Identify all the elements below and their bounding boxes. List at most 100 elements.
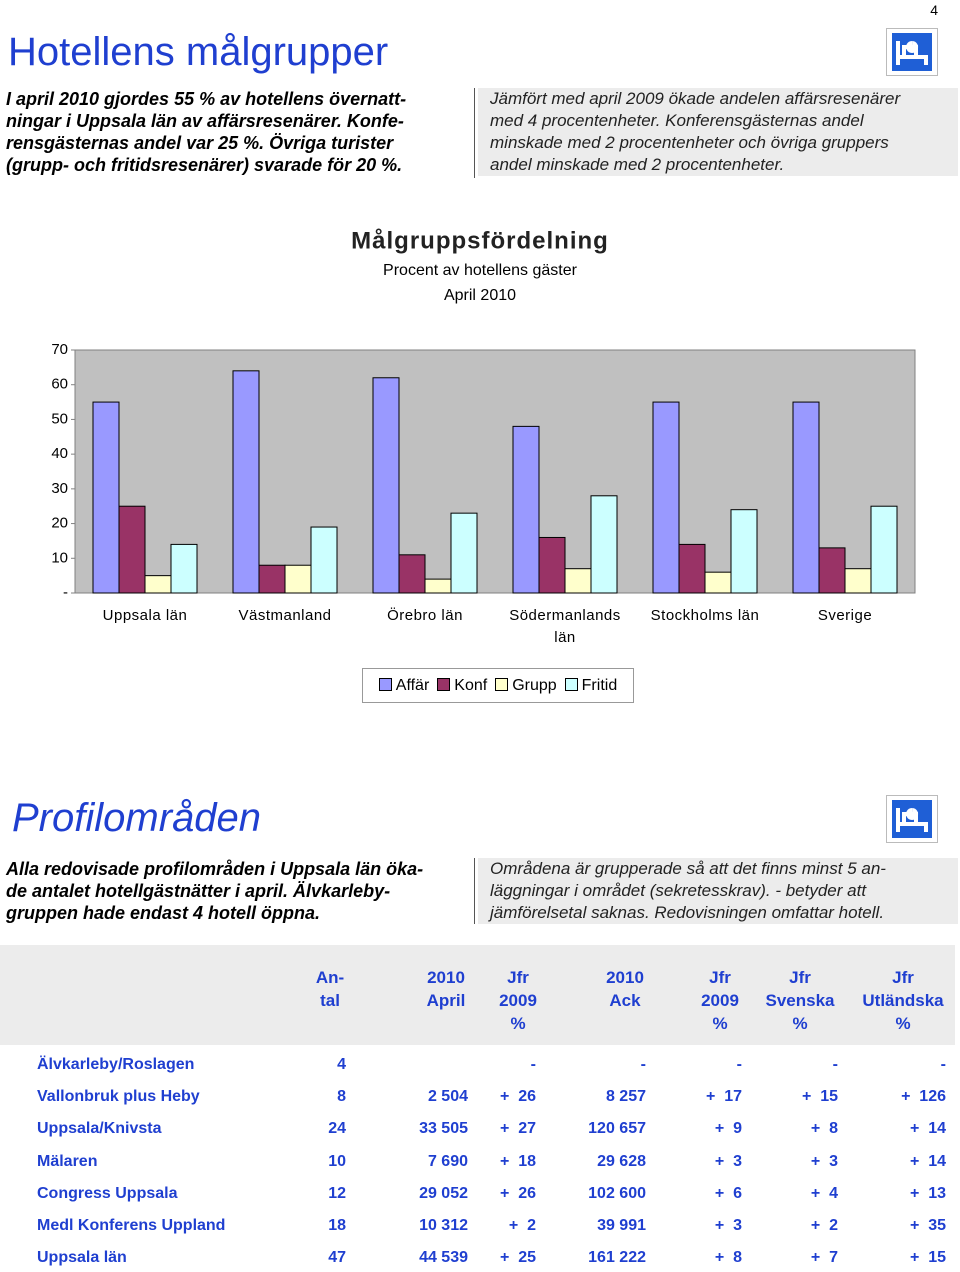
y-tick-label: 30: [51, 480, 68, 497]
table-cell: + 26: [499, 1184, 536, 1202]
bar: [678, 543, 706, 594]
bar: [372, 377, 400, 594]
text-line: jämförelsetal saknas. Redovisningen omfa…: [490, 903, 885, 922]
table-cell: + 8: [810, 1120, 838, 1138]
legend-label: Konf: [454, 676, 488, 694]
table-cell: -: [832, 1056, 838, 1073]
table-cell: + 14: [909, 1120, 946, 1138]
legend-swatch: [378, 677, 392, 691]
text-line: minskade med 2 procentenheter och övriga…: [490, 133, 889, 152]
table-cell: 24: [328, 1120, 346, 1138]
table-cell: 29 052: [419, 1184, 468, 1202]
bar: [398, 554, 426, 594]
table-cell: + 8: [714, 1249, 742, 1267]
table-cell: + 3: [714, 1217, 742, 1234]
intro-right: Jämfört med april 2009 ökade andelen aff…: [478, 88, 958, 176]
icon-glyph: [896, 808, 928, 832]
bar: [170, 543, 198, 594]
bar: [512, 425, 540, 594]
bar: [704, 571, 732, 594]
header-line: Utländska: [862, 991, 944, 1010]
header-line: Svenska: [765, 991, 835, 1010]
table-cell: + 15: [801, 1088, 838, 1106]
header-line: tal: [320, 991, 340, 1010]
legend-swatch: [495, 677, 509, 691]
table-cell: 18: [328, 1217, 346, 1234]
y-tick-label: 20: [51, 515, 68, 532]
legend-swatch: [564, 677, 578, 691]
header-line: 2010: [606, 968, 644, 987]
bar: [310, 526, 338, 594]
table-cell: -: [940, 1056, 946, 1073]
bar: [258, 564, 286, 594]
header-line: Jfr: [709, 968, 731, 987]
bar: [92, 401, 120, 594]
text-line: Områdena är grupperade så att det finns …: [490, 859, 886, 878]
table-cell: 2 504: [427, 1088, 468, 1106]
intro-right: Områdena är grupperade så att det finns …: [478, 858, 958, 924]
bar: [538, 536, 566, 594]
x-tick-label: Sverige: [817, 607, 873, 624]
text-line: rensgästernas andel var 25 %. Övriga tur…: [6, 133, 394, 153]
intro-left: I april 2010 gjordes 55 % av hotellens ö…: [6, 88, 406, 176]
header-line: An-: [315, 968, 345, 987]
row-label: Congress Uppsala: [37, 1184, 178, 1202]
table-cell: 44 539: [419, 1249, 468, 1267]
table-cell: + 18: [499, 1152, 536, 1170]
y-tick-label: 50: [51, 410, 68, 427]
table-cell: + 17: [705, 1088, 742, 1106]
table-cell: 10: [328, 1152, 346, 1170]
table-cell: + 3: [810, 1152, 838, 1170]
bar: [450, 512, 478, 594]
table-cell: 161 222: [588, 1249, 646, 1267]
x-tick-label: Västmanland: [238, 607, 332, 624]
y-tick-label: -: [63, 584, 68, 601]
text-line: Jämfört med april 2009 ökade andelen aff…: [490, 89, 901, 108]
table-header-bg: [0, 945, 955, 1045]
separator: [474, 858, 475, 924]
table-cell: 4: [337, 1056, 346, 1073]
text-line: de antalet hotellgästnätter i april. Älv…: [6, 881, 391, 901]
column-header: Jfr 2009%: [468, 966, 568, 1035]
legend-label: Fritid: [581, 676, 618, 694]
table-cell: 39 991: [597, 1217, 646, 1234]
table-cell: 10 312: [419, 1217, 468, 1234]
table-cell: + 35: [909, 1217, 946, 1234]
hotel-icon: [886, 795, 938, 843]
text-line: I april 2010 gjordes 55 % av hotellens ö…: [6, 89, 407, 109]
column-header: Jfr Utländska%: [853, 966, 953, 1035]
table-cell: + 13: [909, 1184, 946, 1202]
x-tick-label: Uppsala län: [102, 607, 188, 624]
legend-item: Affär: [378, 676, 430, 695]
header-line: %: [712, 1014, 728, 1033]
bar: [144, 575, 172, 594]
table-cell: 7 690: [427, 1152, 468, 1170]
intro-left: Alla redovisade profilområden i Uppsala …: [6, 858, 423, 924]
x-tick-label: Örebro län: [387, 607, 463, 624]
row-label: Mälaren: [37, 1152, 98, 1170]
text-line: ningar i Uppsala län av affärsresenärer.…: [6, 111, 404, 131]
text-line: Alla redovisade profilområden i Uppsala …: [6, 859, 424, 879]
table-cell: + 7: [810, 1249, 838, 1267]
legend-label: Affär: [395, 676, 430, 694]
bar: [730, 509, 758, 594]
header-line: 2009: [701, 991, 739, 1010]
section-title: Hotellens målgrupper: [8, 30, 389, 74]
header-line: Ack: [609, 991, 641, 1010]
row-label: Uppsala/Knivsta: [37, 1120, 162, 1138]
row-label: Medl Konferens Uppland: [37, 1217, 226, 1234]
separator: [474, 88, 475, 178]
bar: [818, 547, 846, 594]
icon-glyph: [896, 41, 928, 65]
bar: [590, 495, 618, 594]
text-line: andel minskade med 2 procentenheter.: [490, 155, 785, 174]
table-cell: 120 657: [588, 1120, 646, 1138]
header-line: Jfr: [507, 968, 529, 987]
header-line: Jfr: [789, 968, 811, 987]
y-tick-label: 40: [51, 445, 68, 462]
header-line: Jfr: [892, 968, 914, 987]
table-cell: 102 600: [588, 1184, 646, 1202]
y-tick-label: 70: [51, 341, 68, 358]
column-header: An-tal: [280, 966, 380, 1012]
